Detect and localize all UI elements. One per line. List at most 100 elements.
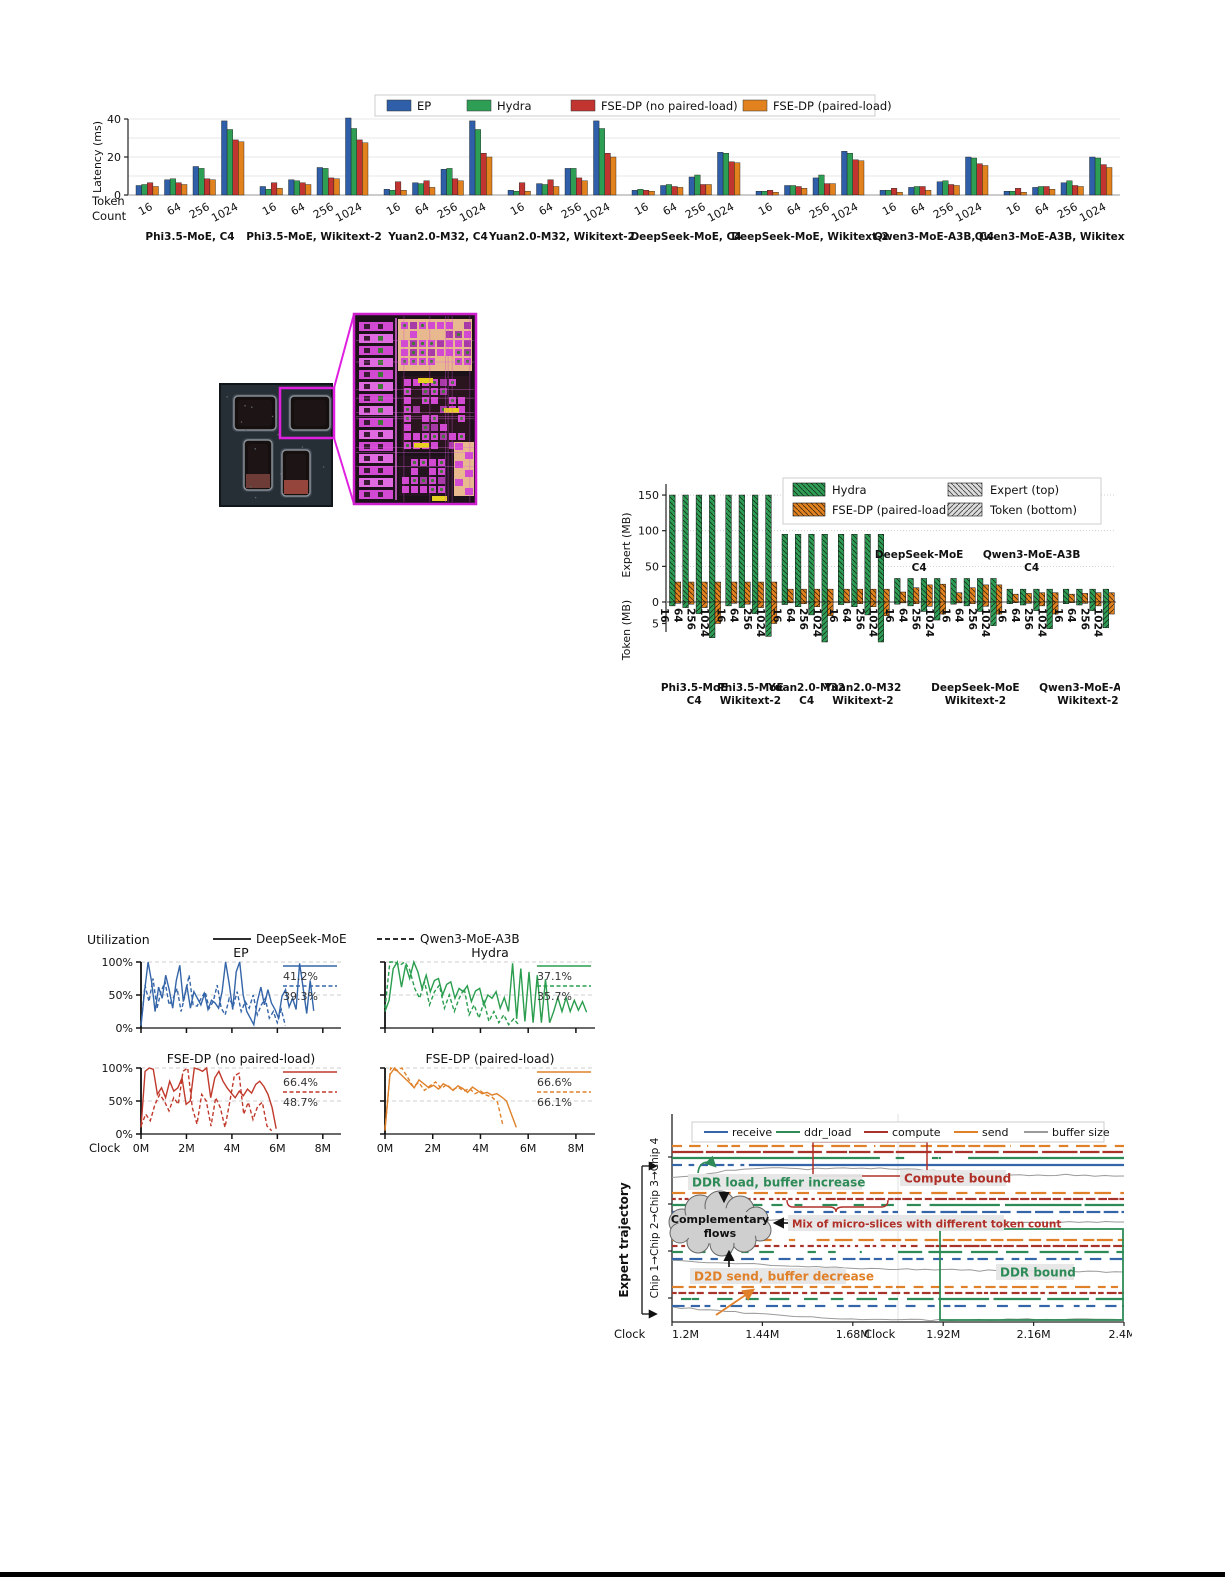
bar — [400, 190, 407, 196]
bar — [812, 177, 819, 196]
avg-value: 66.4% — [283, 1076, 318, 1089]
bar — [1072, 185, 1079, 196]
bar — [519, 182, 526, 196]
bar — [643, 190, 650, 196]
group-label: C4 — [912, 562, 927, 574]
buffer-size-curve — [671, 1167, 1125, 1178]
x-axis-title: Clock — [864, 1327, 896, 1341]
token-count-tick: 64 — [896, 608, 908, 623]
legend-label: Expert (top) — [990, 483, 1059, 497]
bar — [1094, 157, 1101, 196]
token-count-tick: 64 — [1065, 608, 1077, 623]
legend-label: compute — [892, 1126, 941, 1139]
callout-line — [333, 313, 355, 389]
d2d-send-label: D2D send, buffer decrease — [694, 1270, 874, 1284]
x-tick: 4M — [224, 1142, 241, 1155]
bar — [761, 190, 768, 196]
expert-trajectory-trace-chart: 1.2M 1.44M 1.68M 1.92M 2.16M 2.4M Clock Clock Ch… — [614, 1114, 1132, 1341]
legend-label: buffer size — [1052, 1126, 1110, 1139]
bar — [1003, 190, 1010, 196]
bar — [513, 190, 520, 196]
legend-label: send — [982, 1126, 1008, 1139]
x-tick: 2M — [178, 1142, 195, 1155]
group-label: DeepSeek-MoE — [875, 549, 963, 561]
x-tick: 2.4M — [1109, 1328, 1132, 1341]
legend: receive ddr_load compute send buffer size — [691, 1121, 1110, 1143]
token-count-tick: 256 — [797, 608, 809, 630]
x-axis-title: Token — [91, 194, 125, 208]
legend-label: EP — [417, 99, 431, 113]
series-solid — [140, 1066, 277, 1129]
x-tick: 256 — [1055, 200, 1080, 221]
token-count-tick: 256 — [741, 608, 753, 630]
token-count-tick: 16 — [939, 608, 951, 623]
bar — [593, 120, 600, 196]
x-tick: 64 — [537, 200, 555, 218]
cloud-text: Complementary — [671, 1213, 769, 1226]
bar — [412, 182, 419, 196]
x-tick: 1.92M — [926, 1328, 960, 1341]
bar — [486, 156, 493, 196]
bar — [181, 184, 188, 196]
group-label: Qwen3-MoE-A3B, Wikitext-2 — [975, 231, 1125, 243]
bar — [322, 168, 329, 196]
x-tick: 16 — [756, 200, 774, 218]
token-count-tick: 1024 — [810, 608, 822, 637]
y-axis-title: Expert (MB) — [620, 512, 633, 577]
x-tick: 1.44M — [745, 1328, 779, 1341]
bar — [536, 183, 543, 196]
bar — [147, 182, 154, 196]
bar — [936, 181, 943, 196]
x-tick: 8M — [315, 1142, 332, 1155]
bar — [852, 159, 859, 196]
bar — [829, 183, 836, 196]
token-count-tick: 16 — [996, 608, 1008, 623]
token-count-tick: 64 — [953, 608, 965, 623]
chip-die-photo-figure — [219, 312, 478, 507]
bar — [818, 174, 825, 196]
bar — [395, 181, 402, 196]
group-label: Wikitext-2 — [832, 695, 893, 707]
bar — [192, 166, 199, 196]
token-count-tick: 256 — [1022, 608, 1034, 630]
x-tick: 1024 — [953, 200, 984, 225]
y-tick: 150 — [638, 489, 659, 502]
bar — [604, 153, 611, 196]
bar — [164, 179, 171, 196]
bar — [824, 183, 831, 196]
bar — [553, 186, 560, 196]
group-label: Yuan2.0-M32 — [823, 682, 901, 694]
legend-label: DeepSeek-MoE — [256, 932, 347, 946]
x-tick: 64 — [785, 200, 803, 218]
die-layout — [352, 312, 478, 506]
bar — [631, 190, 638, 196]
subplot-EP: EP 0% 50% 100% 41.2% 39.3% — [102, 945, 341, 1035]
bar — [982, 165, 989, 196]
ddr-bound-label: DDR bound — [1000, 1266, 1076, 1280]
x-tick: 64 — [661, 200, 679, 218]
legend-label: Hydra — [832, 483, 867, 497]
bar — [970, 157, 977, 196]
bar — [276, 188, 283, 196]
bar — [1037, 186, 1044, 196]
bar — [175, 182, 182, 196]
bar — [700, 184, 707, 196]
token-count-tick: 1024 — [698, 608, 710, 637]
bar — [152, 186, 159, 196]
token-count-tick: 16 — [658, 608, 670, 623]
bar — [328, 177, 335, 196]
group-label: Yuan2.0-M32, C4 — [387, 231, 488, 243]
x-tick: 1024 — [209, 200, 240, 225]
bar — [913, 186, 920, 196]
group-label: Qwen3-MoE-A3B — [1039, 682, 1120, 694]
bar — [480, 153, 487, 196]
x-tick: 16 — [880, 200, 898, 218]
x-tick: 256 — [311, 200, 336, 221]
y-tick: 50% — [109, 1095, 133, 1108]
bar — [1066, 180, 1073, 196]
y-axis-title: Token (MB) — [620, 600, 633, 661]
group-label: Phi3.5-MoE — [717, 682, 784, 694]
series-dashed — [384, 961, 520, 1026]
